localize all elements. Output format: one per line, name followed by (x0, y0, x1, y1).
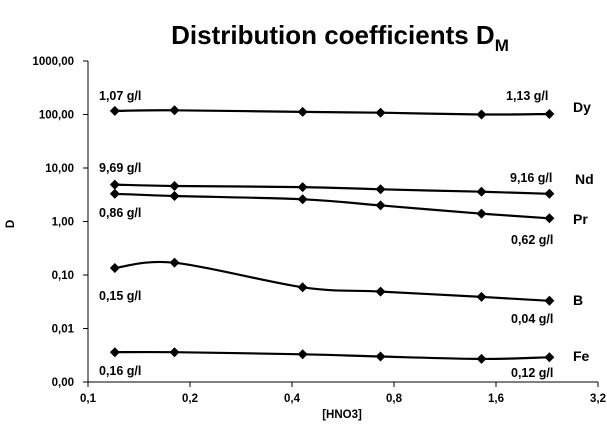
plot-frame (87, 61, 598, 383)
chart-title-subscript: M (495, 36, 509, 55)
data-point-pr (169, 190, 180, 201)
data-point-pr (544, 213, 555, 224)
annotation-b-right: 0,04 g/l (511, 312, 553, 326)
x-tick-label: 1,6 (488, 393, 504, 405)
data-point-nd (297, 182, 308, 193)
series-dy (109, 105, 555, 120)
data-point-pr (109, 188, 120, 199)
data-point-b (544, 295, 555, 306)
x-tick-label: 0,1 (80, 393, 97, 405)
data-point-b (476, 291, 487, 302)
data-point-b (375, 286, 386, 297)
series-label-nd: Nd (575, 171, 594, 187)
series-label-b: B (573, 292, 583, 308)
chart-title-main: Distribution coefficients D (171, 20, 495, 50)
x-axis-title: [HNO3] (322, 409, 362, 421)
series-b (109, 257, 555, 306)
data-point-dy (297, 106, 308, 117)
y-tick-label: 1,00 (52, 217, 74, 229)
series-layer (109, 105, 555, 364)
data-point-pr (375, 200, 386, 211)
data-point-nd (109, 179, 120, 190)
x-tick-label: 0,4 (284, 393, 301, 405)
data-point-fe (109, 347, 120, 358)
data-point-dy (476, 109, 487, 120)
series-pr (109, 188, 555, 224)
y-axis-ticks: 0,00 0,01 0,10 1,00 10,00 100,00 1000,00 (32, 56, 88, 389)
series-label-fe: Fe (573, 348, 590, 364)
data-point-nd (476, 186, 487, 197)
data-point-fe (297, 349, 308, 360)
annotation-dy-left: 1,07 g/l (99, 89, 141, 103)
x-tick-label: 3,2 (590, 393, 606, 405)
data-point-pr (297, 194, 308, 205)
data-point-dy (375, 107, 386, 118)
series-labels: Dy Nd Pr B Fe (573, 99, 594, 364)
annotation-nd-right: 9,16 g/l (510, 171, 552, 185)
data-point-b (297, 282, 308, 293)
data-point-fe (544, 352, 555, 363)
chart-title: Distribution coefficients DM (171, 20, 509, 55)
annotation-fe-left: 0,16 g/l (99, 364, 141, 378)
data-point-b (109, 263, 120, 274)
x-axis-ticks: 0,1 0,2 0,4 0,8 1,6 3,2 (80, 382, 606, 405)
data-point-nd (169, 181, 180, 192)
data-point-b (169, 257, 180, 268)
y-tick-label: 0,00 (52, 377, 74, 389)
y-tick-label: 0,10 (52, 270, 74, 282)
x-tick-label: 0,2 (182, 393, 198, 405)
y-tick-label: 10,00 (45, 163, 74, 175)
data-point-fe (169, 347, 180, 358)
x-tick-label: 0,8 (386, 393, 403, 405)
y-tick-label: 0,01 (52, 324, 75, 336)
series-fe (109, 347, 555, 364)
series-nd (109, 179, 555, 199)
annotation-pr-left: 0,86 g/l (99, 206, 141, 220)
data-point-dy (544, 109, 555, 120)
data-point-nd (544, 188, 555, 199)
annotation-pr-right: 0,62 g/l (511, 233, 553, 247)
data-point-fe (375, 351, 386, 362)
annotation-dy-right: 1,13 g/l (506, 89, 548, 103)
data-point-pr (476, 208, 487, 219)
data-point-dy (169, 105, 180, 116)
data-point-nd (375, 184, 386, 195)
annotation-b-left: 0,15 g/l (99, 289, 141, 303)
annotation-fe-right: 0,12 g/l (511, 366, 553, 380)
data-point-fe (476, 353, 487, 364)
y-tick-label: 100,00 (39, 110, 74, 122)
data-point-dy (109, 105, 120, 116)
y-tick-label: 1000,00 (32, 56, 74, 68)
y-axis-title: D (5, 220, 17, 228)
series-label-pr: Pr (573, 211, 588, 227)
value-annotations: 1,07 g/l 1,13 g/l 9,69 g/l 9,16 g/l 0,86… (99, 89, 553, 380)
annotation-nd-left: 9,69 g/l (99, 161, 141, 175)
series-label-dy: Dy (573, 99, 591, 115)
